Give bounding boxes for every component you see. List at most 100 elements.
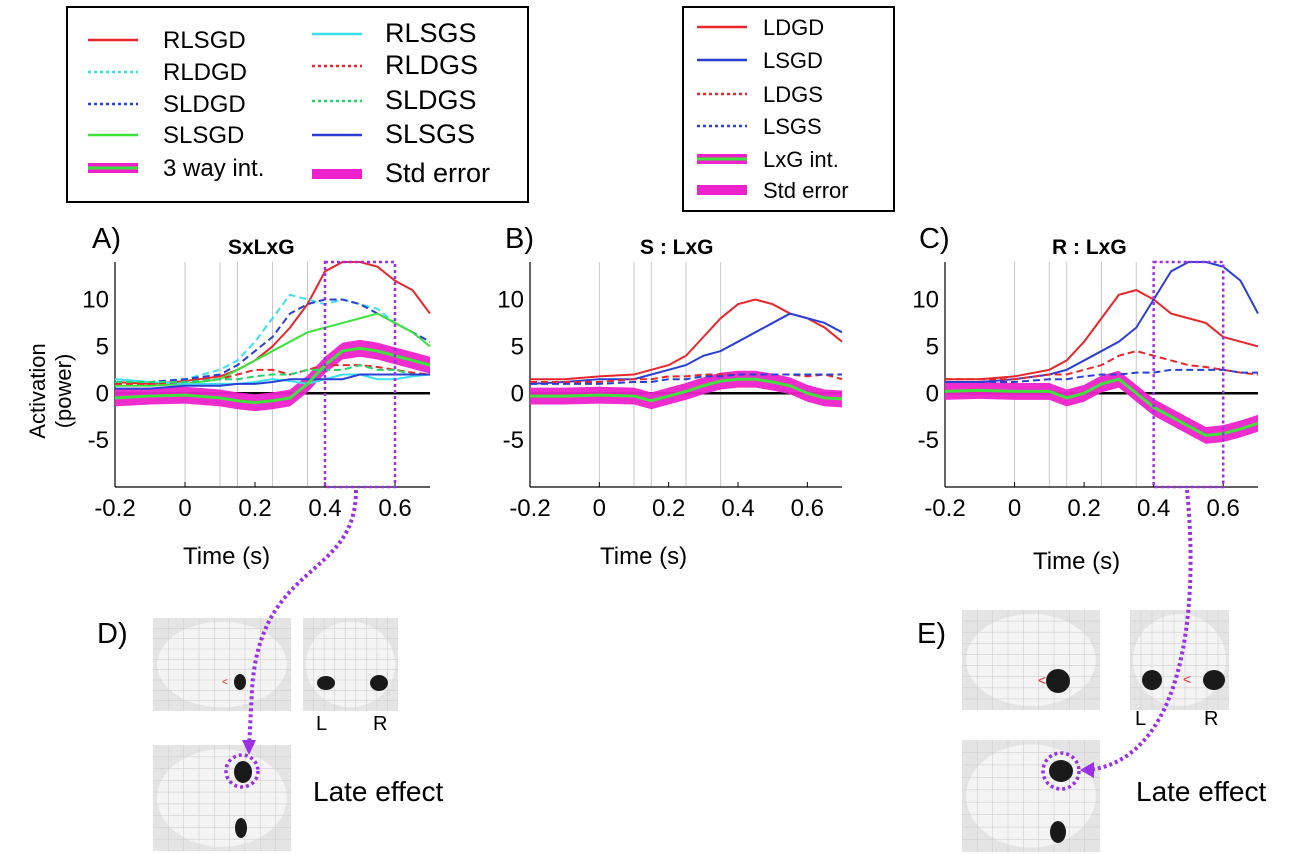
- legend-left-label-8: SLSGS: [385, 119, 475, 149]
- panel-2-series-interaction: [944, 377, 1259, 437]
- panel-e-letter: E): [917, 618, 946, 650]
- panel-0-series-slsgs: [115, 373, 430, 390]
- panel-1-series-lsgd: [529, 312, 843, 385]
- brain-e-axial-activation-0: [1049, 760, 1073, 782]
- e-right-label: R: [1204, 708, 1219, 730]
- e-late-effect-label: Late effect: [1136, 776, 1267, 807]
- arrow-a-to-d: [247, 489, 358, 749]
- brain-e-axial-activation-1: [1050, 821, 1066, 843]
- panel-2-ytick-2: 0: [926, 380, 939, 407]
- panel-0-series-interaction: [114, 346, 431, 405]
- brain-d-highlight-circle: [224, 753, 260, 789]
- panel-2-ytick-1: 5: [926, 333, 939, 360]
- panel-0-series-slsgd: [115, 312, 431, 387]
- legend-left-label-9: Std error: [385, 158, 490, 188]
- legend-right-label-4: LxG int.: [763, 147, 839, 172]
- brain-e-sagittal-marker: <: [1038, 672, 1046, 688]
- brain-d-sagittal-outline: [157, 621, 287, 708]
- legend-left-label-1: RLDGD: [163, 59, 247, 86]
- panel-0-ytick-1: 5: [96, 333, 109, 360]
- panel-c-title: R : LxG: [1052, 236, 1127, 259]
- panel-0-xtick-0: -0.2: [94, 495, 135, 522]
- legend-right-label-0: LDGD: [763, 15, 824, 40]
- panel-2-xtick-1: 0: [1008, 495, 1021, 522]
- legend-right-label-5: Std error: [763, 178, 849, 203]
- panel-1-series-lsgs: [530, 373, 842, 385]
- panel-0-series-rlsgs: [114, 373, 431, 385]
- panel-2-xtick-2: 0.2: [1067, 495, 1100, 522]
- legend-box-right: [682, 6, 895, 212]
- legend-left-label-2: SLDGD: [163, 91, 246, 118]
- legend-left-label-5: RLSGS: [385, 18, 477, 48]
- arrow-c-to-e-head: [1080, 762, 1094, 778]
- panel-1-xtick-3: 0.4: [721, 495, 754, 522]
- legend-right-label-2: LDGS: [763, 82, 823, 107]
- panel-2-series-ldgd: [945, 289, 1259, 381]
- panel-2-series-ldgs: [945, 350, 1259, 381]
- brain-e-axial-outline: [966, 744, 1096, 848]
- e-left-label: L: [1135, 708, 1147, 730]
- brain-e-sagittal-outline: [966, 614, 1096, 706]
- legend-box-left: [66, 6, 529, 203]
- legend-left-label-3: SLSGD: [163, 122, 244, 149]
- panel-0-xtick-4: 0.6: [378, 495, 411, 522]
- panel-0-series-rldgd: [114, 293, 431, 384]
- panel-b-title: S : LxG: [640, 236, 714, 259]
- panel-1-xtick-0: -0.2: [509, 495, 550, 522]
- panel-1-ytick-0: 10: [497, 287, 524, 314]
- panel-0-series-rlsgd: [114, 261, 431, 385]
- legend-right-label-3: LSGS: [763, 114, 822, 139]
- panel-d-letter: D): [97, 618, 128, 650]
- legend-left-label-7: SLDGS: [385, 85, 477, 115]
- panel-1-ytick-2: 0: [511, 380, 524, 407]
- brain-d-axial-activation-1: [235, 818, 247, 838]
- legend-left-label-4: 3 way int.: [163, 155, 264, 182]
- panel-1-series-interaction: [530, 377, 843, 403]
- d-late-effect-label: Late effect: [313, 776, 444, 807]
- brain-e-coronal-marker: <: [1183, 671, 1191, 687]
- panel-1-xtick-2: 0.2: [652, 495, 685, 522]
- panel-2-xtick-0: -0.2: [924, 495, 965, 522]
- brain-d-axial-outline: [157, 749, 287, 847]
- panel-2-std-error-band: [945, 370, 1258, 444]
- arrow-a-to-d-head: [242, 740, 256, 755]
- panel-2-xtick-3: 0.4: [1137, 495, 1170, 522]
- panel-0-highlight-window: [323, 260, 397, 489]
- d-right-label: R: [373, 713, 388, 735]
- panel-2-ytick-0: 10: [912, 287, 939, 314]
- panel-0-ytick-3: -5: [88, 427, 109, 454]
- legend-left-label-6: RLDGS: [385, 50, 478, 80]
- panel-1-xtick-4: 0.6: [791, 495, 824, 522]
- panel-0-ytick-0: 10: [82, 287, 109, 314]
- panel-c-letter: C): [919, 223, 950, 255]
- panel-0-std-error-band: [115, 339, 430, 412]
- panel-0-ytick-2: 0: [96, 380, 109, 407]
- panel-0-xtick-2: 0.2: [238, 495, 271, 522]
- brain-d-coronal-activation-0: [317, 676, 335, 690]
- legend-right-label-1: LSGD: [763, 48, 823, 73]
- brain-d-sagittal-activation-0: [234, 674, 246, 690]
- panel-a-title: SxLxG: [228, 236, 295, 259]
- brain-e-coronal-activation-0: [1142, 670, 1162, 690]
- panel-b-xlabel: Time (s): [600, 543, 688, 570]
- panel-a-xlabel: Time (s): [183, 543, 271, 570]
- panel-0-xtick-1: 0: [178, 495, 191, 522]
- panel-2-series-lsgs: [945, 368, 1258, 383]
- d-left-label: L: [316, 713, 328, 735]
- legend-left-label-0: RLSGD: [163, 27, 246, 54]
- panel-a-letter: A): [92, 223, 121, 255]
- brain-d-coronal-outline: [305, 621, 396, 708]
- panel-2-highlight-window: [1152, 260, 1225, 489]
- brain-e-sagittal-activation-0: [1046, 669, 1070, 693]
- panel-1-ytick-1: 5: [511, 333, 524, 360]
- panel-2-ytick-3: -5: [918, 427, 939, 454]
- panel-1-ytick-3: -5: [503, 427, 524, 454]
- panel-2-series-lsgd: [945, 261, 1259, 383]
- panel-2-xtick-4: 0.6: [1207, 495, 1240, 522]
- brain-d-coronal-activation-1: [370, 675, 388, 691]
- panel-c-xlabel: Time (s): [1033, 548, 1121, 575]
- brain-e-coronal-activation-1: [1203, 670, 1225, 690]
- brain-d-axial-activation-0: [234, 761, 252, 783]
- brain-e-highlight-circle: [1041, 751, 1081, 791]
